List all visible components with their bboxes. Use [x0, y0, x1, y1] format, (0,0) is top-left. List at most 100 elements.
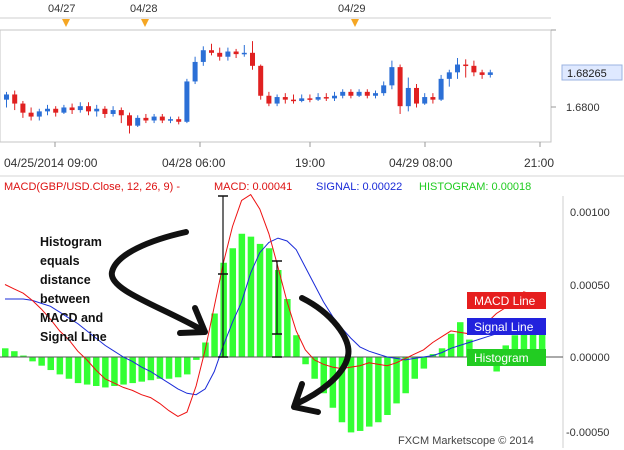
histogram-bar — [256, 243, 264, 357]
candle — [12, 90, 18, 111]
annotation-arrow-left — [108, 229, 208, 336]
candle — [373, 90, 378, 99]
candle — [102, 106, 108, 118]
candle — [86, 102, 91, 116]
candle — [69, 103, 75, 114]
candle — [356, 89, 362, 98]
histogram-bar — [11, 351, 18, 357]
candle — [168, 116, 173, 124]
candle — [36, 108, 42, 121]
histogram-bar — [411, 357, 418, 379]
histogram-bar — [165, 357, 173, 379]
candle — [110, 106, 116, 117]
candle — [463, 59, 469, 78]
histogram-bar — [102, 357, 109, 388]
time-axis-label: 04/25/2014 09:00 — [4, 156, 98, 170]
histogram-bar — [229, 248, 236, 357]
histogram-bar — [247, 236, 255, 357]
candle — [389, 60, 395, 90]
annotation-text: Histogram equals distance between MACD a… — [40, 235, 107, 344]
histogram-bar — [466, 339, 473, 357]
date-marker-triangle-icon — [351, 19, 359, 27]
candle — [299, 94, 305, 103]
macd-axis-label: 0.00100 — [570, 207, 610, 219]
candle — [225, 47, 231, 61]
histogram-tag: Histogram — [467, 349, 546, 366]
candle — [118, 107, 124, 124]
date-marker-3: 04/29 — [338, 3, 366, 27]
histogram-bar — [147, 357, 155, 381]
macd-line-tag: MACD Line — [467, 292, 546, 309]
annotation-line: Histogram — [40, 235, 102, 249]
signal-value-label: SIGNAL: 0.00022 — [316, 181, 402, 193]
time-axis-label: 04/28 06:00 — [162, 156, 226, 170]
candle — [176, 116, 182, 125]
macd-line — [4, 193, 543, 417]
histogram-bar — [184, 357, 191, 375]
candle — [94, 104, 100, 117]
histogram-bar — [93, 357, 100, 386]
histogram-bar — [384, 357, 391, 415]
histogram-bar — [275, 270, 282, 357]
candle — [45, 104, 50, 116]
candle — [61, 104, 67, 114]
histogram-bars — [2, 233, 546, 433]
candle — [20, 100, 26, 118]
candle — [258, 64, 264, 100]
histogram-bar — [538, 330, 546, 357]
histogram-bar — [356, 357, 364, 431]
candle — [446, 69, 452, 87]
histogram-bar — [220, 262, 227, 357]
candle — [323, 93, 329, 101]
signal-line-tag: Signal Line — [467, 318, 546, 335]
time-axis: 04/25/2014 09:00 04/28 06:00 19:00 04/29… — [0, 141, 624, 177]
histogram-bar — [20, 355, 27, 357]
histogram-bar — [284, 299, 291, 357]
date-marker-label: 04/27 — [48, 3, 76, 15]
histogram-bar — [302, 357, 309, 365]
candle — [315, 93, 321, 101]
candle — [159, 113, 165, 124]
histogram-bar — [129, 357, 136, 384]
candle — [438, 74, 444, 101]
histogram-bar — [338, 357, 346, 423]
candle — [397, 64, 403, 114]
histogram-bar — [47, 357, 54, 371]
time-axis-label: 19:00 — [295, 156, 325, 170]
candle — [291, 94, 296, 104]
histogram-bar — [65, 357, 73, 379]
date-marker-triangle-icon — [62, 19, 70, 27]
candle — [217, 47, 223, 61]
candle — [200, 46, 206, 66]
candle — [430, 93, 436, 104]
candle — [77, 102, 83, 113]
candle — [471, 60, 477, 77]
macd-axis-label: 0.00050 — [570, 280, 610, 292]
histogram-bar — [238, 233, 246, 357]
candle — [143, 113, 149, 124]
date-marker-triangle-icon — [141, 19, 149, 27]
candle — [405, 77, 411, 112]
histogram-bar — [511, 335, 519, 357]
candle — [422, 93, 428, 105]
candles-group — [4, 41, 493, 134]
histogram-tag-label: Histogram — [474, 351, 529, 365]
date-marker-label: 04/28 — [130, 3, 158, 15]
histogram-bar — [56, 357, 64, 375]
histogram-bar — [520, 330, 528, 357]
annotation-line: distance — [40, 273, 91, 287]
candle — [28, 107, 34, 121]
candle — [184, 78, 190, 124]
watermark: FXCM Marketscope © 2014 — [398, 435, 534, 447]
annotation-line: equals — [40, 254, 80, 268]
annotation-line: Signal Line — [40, 330, 107, 344]
histogram-bar — [211, 313, 218, 357]
candle — [192, 56, 198, 85]
distance-marker-right — [272, 260, 282, 358]
macd-value-label: MACD: 0.00041 — [214, 181, 292, 193]
date-marker-2: 04/28 — [130, 3, 158, 27]
histogram-bar — [29, 357, 36, 362]
histogram-bar — [111, 357, 118, 386]
histogram-bar — [347, 357, 355, 433]
